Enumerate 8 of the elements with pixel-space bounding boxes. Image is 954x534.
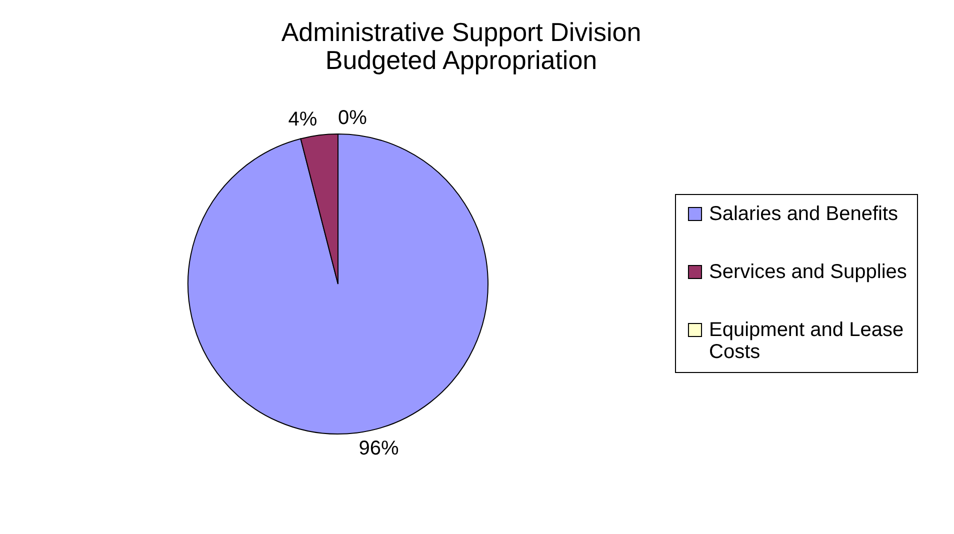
pie-slice <box>188 134 488 434</box>
data-label: 4% <box>288 108 318 130</box>
data-label: 96% <box>358 438 400 460</box>
legend-label: Services and Supplies <box>709 261 907 283</box>
legend-label: Equipment and Lease Costs <box>709 319 904 363</box>
text: 0% <box>338 107 367 129</box>
legend-label: Salaries and Benefits <box>709 203 898 225</box>
chart-title: Administrative Support Division Budgeted Appropriation <box>281 17 642 75</box>
